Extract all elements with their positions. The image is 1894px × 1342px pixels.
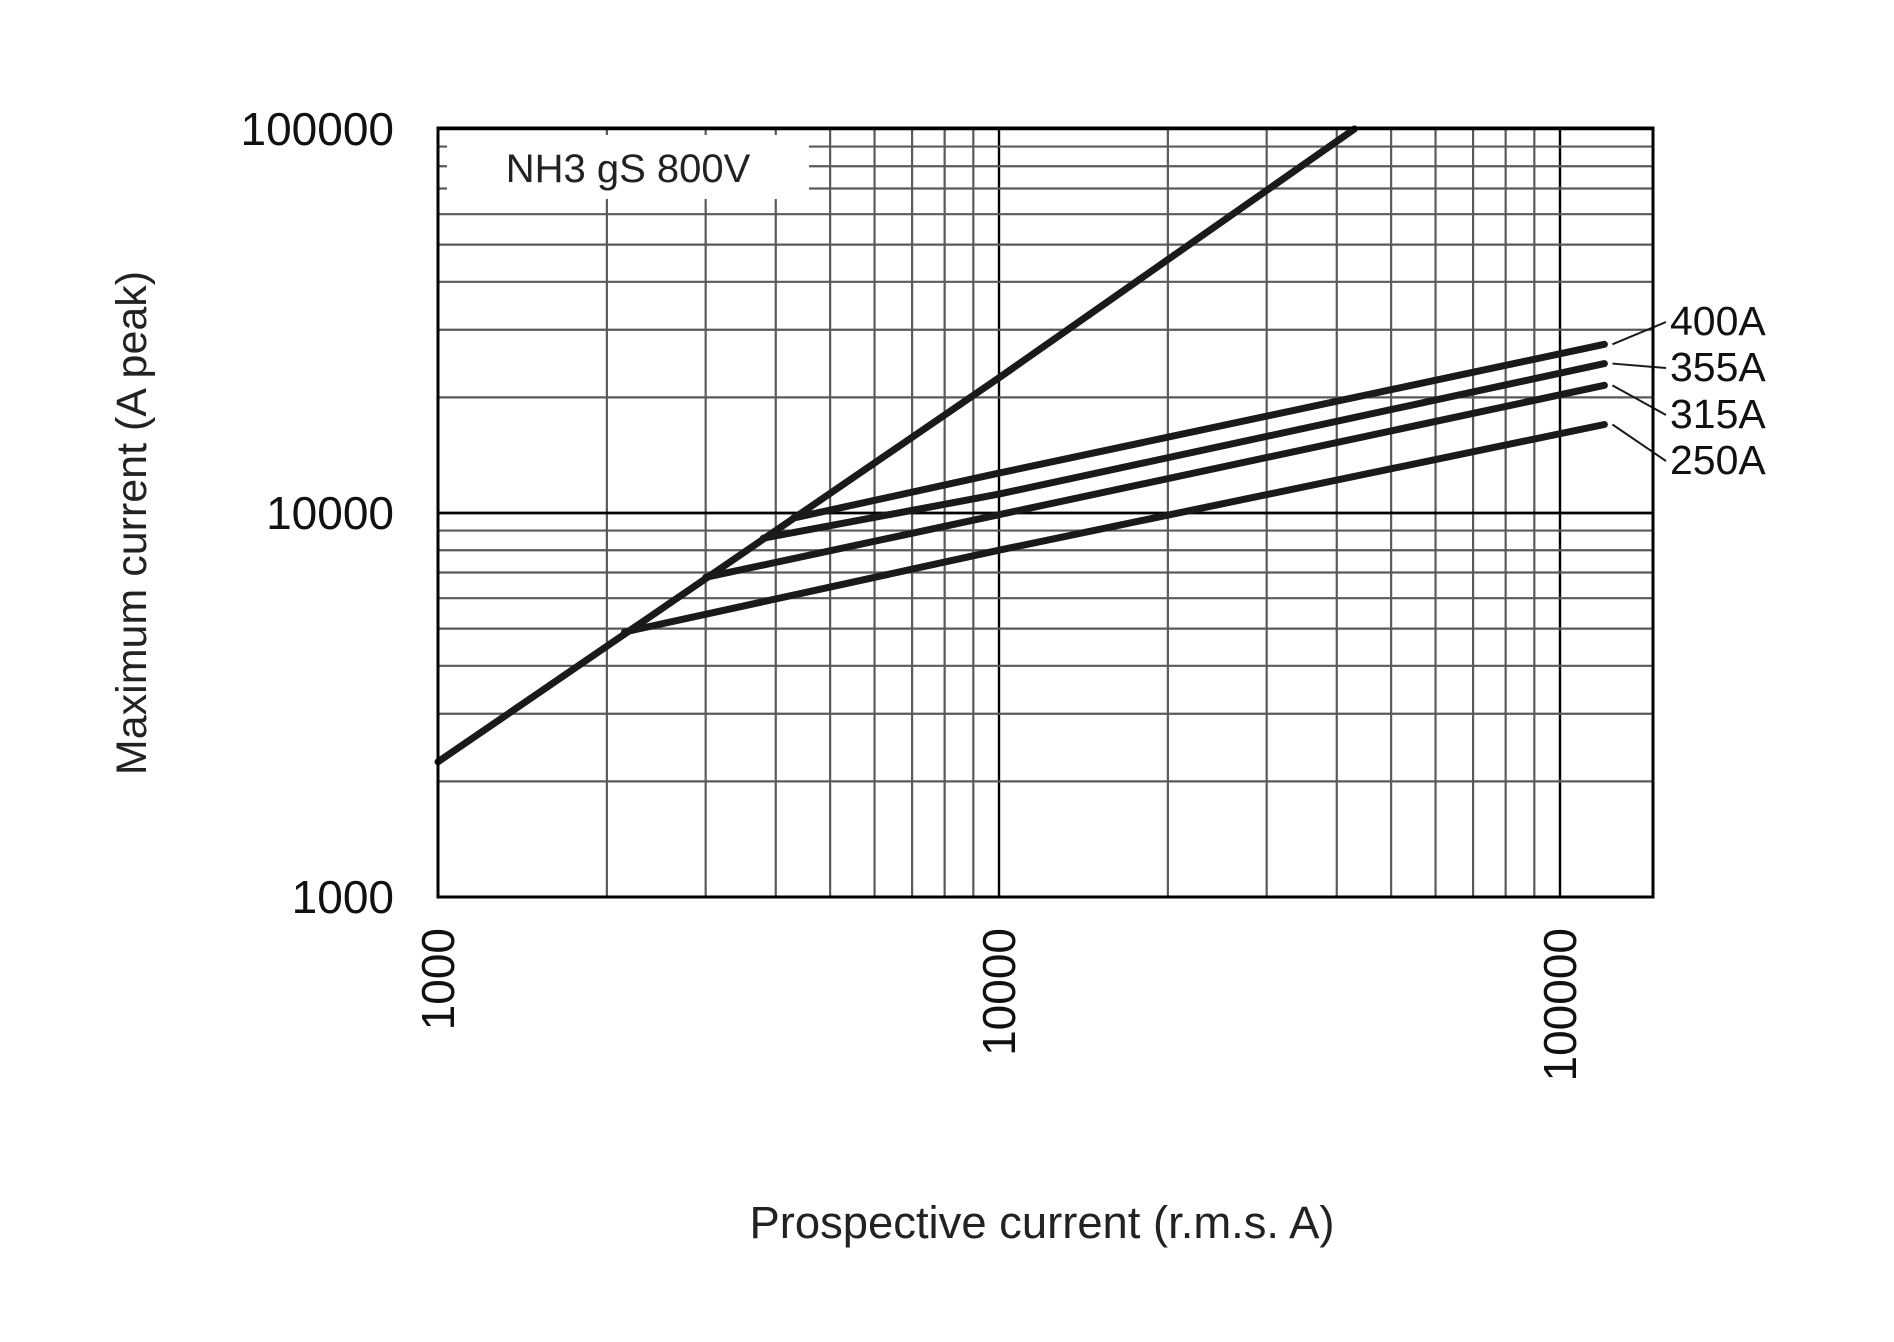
chart-title-box xyxy=(447,135,809,199)
series-line-400a xyxy=(789,340,1608,522)
series-line-250a xyxy=(621,421,1608,636)
leader-line-400a xyxy=(1612,321,1667,346)
y-tick-label: 1000 xyxy=(292,871,394,923)
chart-title-box-label: NH3 gS 800V xyxy=(506,147,751,191)
series-label-250a: 250A xyxy=(1670,437,1766,483)
series-line-315a xyxy=(702,381,1608,581)
series-label-400a: 400A xyxy=(1670,298,1766,344)
y-tick-label: 100000 xyxy=(241,103,395,155)
leader-line-315a xyxy=(1611,384,1667,416)
gridlines xyxy=(436,127,1653,899)
curves xyxy=(434,125,1608,766)
y-axis-title: Maximum current (A peak) xyxy=(108,271,156,775)
tick-labels: 1000 10000 100000 1000 10000 100000 xyxy=(241,103,1587,1082)
plot-frame xyxy=(436,126,1655,899)
x-tick-label: 10000 xyxy=(973,928,1025,1056)
x-tick-label: 100000 xyxy=(1534,928,1586,1082)
y-tick-label: 10000 xyxy=(266,487,394,539)
x-tick-label: 1000 xyxy=(412,928,464,1030)
series-label-355a: 355A xyxy=(1670,344,1766,390)
x-axis-title: Prospective current (r.m.s. A) xyxy=(750,1197,1335,1248)
series-label-315a: 315A xyxy=(1670,391,1766,437)
leader-line-355a xyxy=(1612,362,1667,369)
series-line-355a xyxy=(759,360,1608,542)
leader-line-250a xyxy=(1611,423,1667,462)
